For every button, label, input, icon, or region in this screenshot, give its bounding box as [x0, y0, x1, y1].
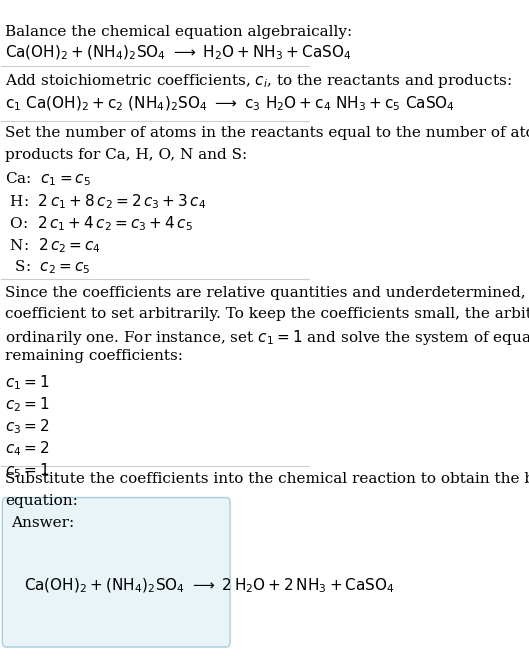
- Text: remaining coefficients:: remaining coefficients:: [5, 350, 184, 364]
- Text: $c_2 = 1$: $c_2 = 1$: [5, 396, 50, 414]
- Text: $c_1 = 1$: $c_1 = 1$: [5, 374, 50, 392]
- Text: $\mathrm{Ca(OH)_2 + (NH_4)_2SO_4 \ \longrightarrow \ H_2O + NH_3 + CaSO_4}$: $\mathrm{Ca(OH)_2 + (NH_4)_2SO_4 \ \long…: [5, 43, 352, 61]
- Text: Ca:  $c_1 = c_5$: Ca: $c_1 = c_5$: [5, 171, 92, 189]
- Text: $c_5 = 1$: $c_5 = 1$: [5, 461, 50, 480]
- Text: equation:: equation:: [5, 494, 78, 508]
- Text: $c_3 = 2$: $c_3 = 2$: [5, 417, 50, 436]
- Text: O:  $2\,c_1 + 4\,c_2 = c_3 + 4\,c_5$: O: $2\,c_1 + 4\,c_2 = c_3 + 4\,c_5$: [5, 215, 193, 233]
- Text: ordinarily one. For instance, set $c_1 = 1$ and solve the system of equations fo: ordinarily one. For instance, set $c_1 =…: [5, 328, 529, 348]
- Text: H:  $2\,c_1 + 8\,c_2 = 2\,c_3 + 3\,c_4$: H: $2\,c_1 + 8\,c_2 = 2\,c_3 + 3\,c_4$: [5, 193, 207, 211]
- Text: Substitute the coefficients into the chemical reaction to obtain the balanced: Substitute the coefficients into the che…: [5, 472, 529, 486]
- Text: Add stoichiometric coefficients, $c_i$, to the reactants and products:: Add stoichiometric coefficients, $c_i$, …: [5, 73, 512, 91]
- Text: Set the number of atoms in the reactants equal to the number of atoms in the: Set the number of atoms in the reactants…: [5, 126, 529, 140]
- Text: Since the coefficients are relative quantities and underdetermined, choose a: Since the coefficients are relative quan…: [5, 285, 529, 299]
- Text: $c_4 = 2$: $c_4 = 2$: [5, 439, 50, 458]
- FancyBboxPatch shape: [2, 498, 230, 647]
- Text: N:  $2\,c_2 = c_4$: N: $2\,c_2 = c_4$: [5, 237, 102, 255]
- Text: Answer:: Answer:: [11, 516, 74, 530]
- Text: products for Ca, H, O, N and S:: products for Ca, H, O, N and S:: [5, 148, 248, 162]
- Text: coefficient to set arbitrarily. To keep the coefficients small, the arbitrary va: coefficient to set arbitrarily. To keep …: [5, 307, 529, 321]
- Text: S:  $c_2 = c_5$: S: $c_2 = c_5$: [5, 258, 91, 276]
- Text: Balance the chemical equation algebraically:: Balance the chemical equation algebraica…: [5, 25, 353, 39]
- Text: $\mathrm{c_1 \ Ca(OH)_2 + c_2 \ (NH_4)_2SO_4 \ \longrightarrow \ c_3 \ H_2O + c_: $\mathrm{c_1 \ Ca(OH)_2 + c_2 \ (NH_4)_2…: [5, 94, 455, 113]
- Text: $\mathrm{Ca(OH)_2 + (NH_4)_2SO_4 \ \longrightarrow \ 2\,H_2O + 2\,NH_3 + CaSO_4}: $\mathrm{Ca(OH)_2 + (NH_4)_2SO_4 \ \long…: [24, 577, 395, 595]
